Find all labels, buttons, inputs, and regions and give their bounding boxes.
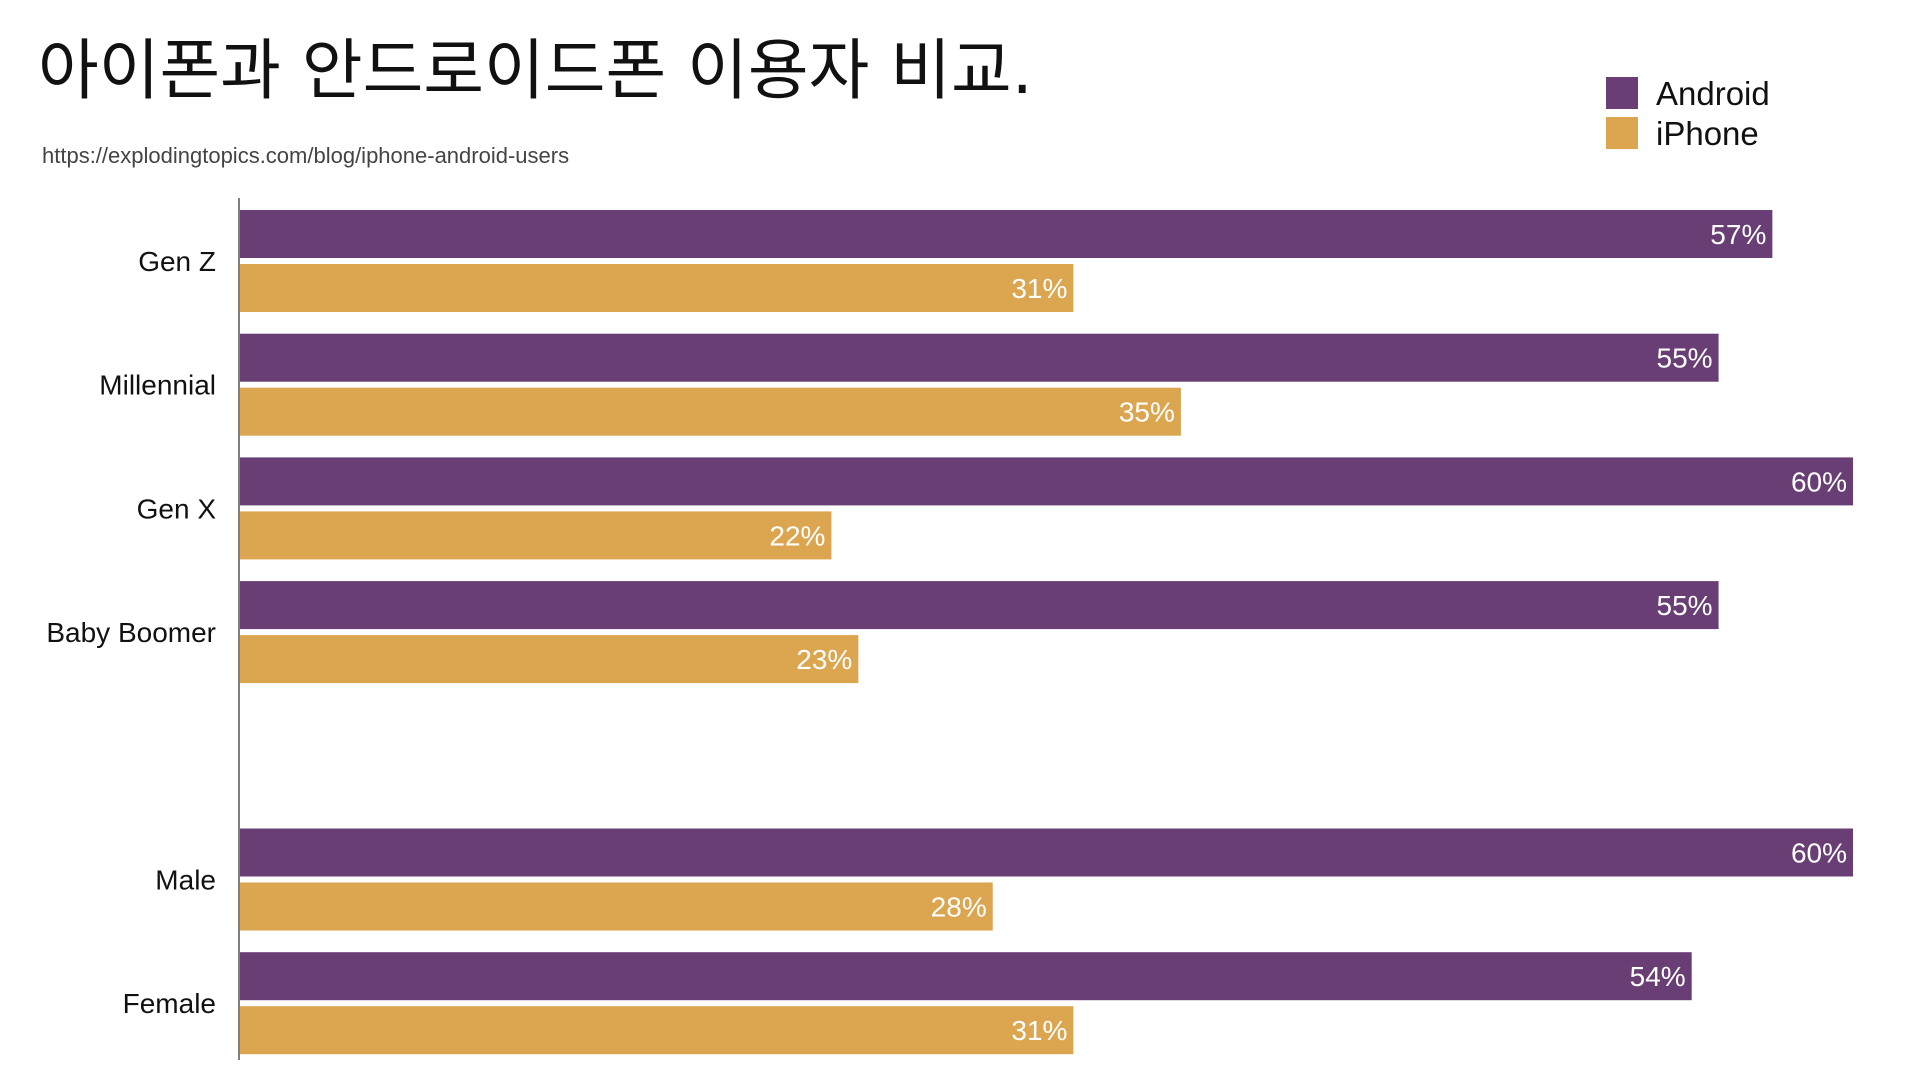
data-label-android: 60% [1791, 466, 1847, 497]
category-label: Female [123, 988, 216, 1019]
data-label-android: 60% [1791, 838, 1847, 869]
bar-android [240, 333, 1719, 382]
data-label-android: 55% [1657, 343, 1713, 374]
bar-android [240, 457, 1853, 506]
category-label: Baby Boomer [46, 617, 216, 648]
data-label-iphone: 31% [1011, 1015, 1067, 1046]
bar-android [240, 828, 1853, 877]
bar-android [240, 210, 1773, 258]
data-label-iphone: 35% [1119, 397, 1175, 428]
category-label: Millennial [99, 370, 216, 401]
bar-iphone [240, 635, 859, 684]
bar-iphone [240, 882, 993, 931]
data-label-android: 57% [1710, 219, 1766, 250]
bar-android [240, 581, 1719, 630]
bar-android [240, 952, 1692, 1001]
bar-iphone [240, 387, 1181, 436]
category-label: Male [155, 865, 216, 896]
legend-swatch-android [1606, 77, 1638, 109]
data-label-iphone: 28% [931, 892, 987, 923]
category-label: Gen X [137, 493, 217, 524]
bar-iphone [240, 264, 1074, 312]
category-label: Gen Z [138, 246, 216, 277]
bar-iphone [240, 1006, 1074, 1055]
chart-title: 아이폰과 안드로이드폰 이용자 비교. [38, 32, 1033, 109]
legend-label-android: Android [1656, 75, 1770, 112]
bar-iphone [240, 511, 832, 560]
data-label-iphone: 22% [769, 520, 825, 551]
data-label-iphone: 23% [796, 644, 852, 675]
legend-swatch-iphone [1606, 117, 1638, 149]
data-label-android: 54% [1630, 961, 1686, 992]
legend-label-iphone: iPhone [1656, 115, 1759, 152]
data-label-iphone: 31% [1011, 273, 1067, 304]
chart-source: https://explodingtopics.com/blog/iphone-… [42, 143, 570, 168]
data-label-android: 55% [1657, 590, 1713, 621]
